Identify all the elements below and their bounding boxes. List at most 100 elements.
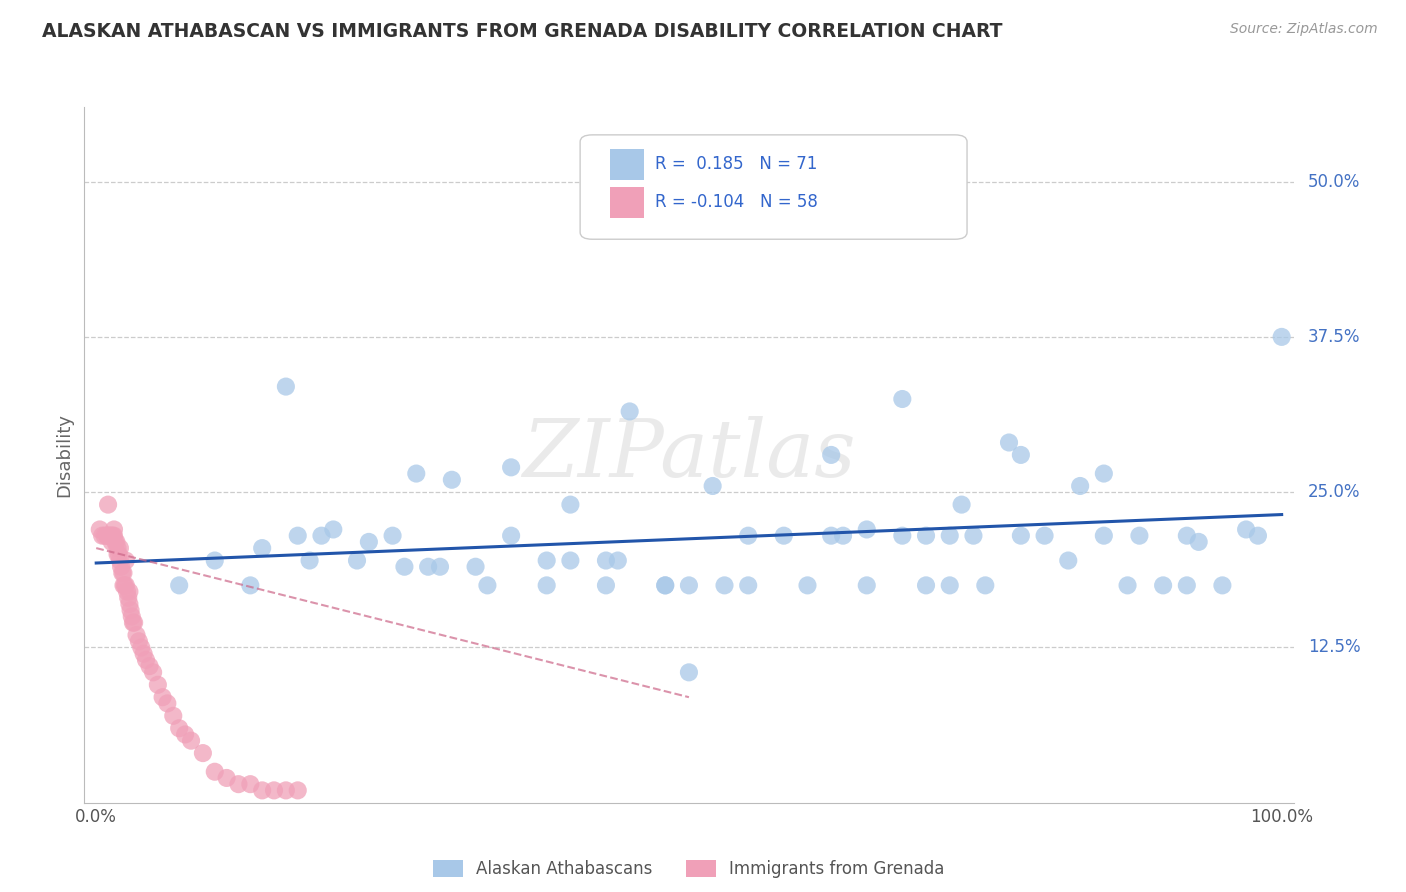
Point [110, 559, 132, 574]
Point [962, 529, 984, 543]
Point [357, 535, 380, 549]
Point [678, 665, 700, 680]
Point [167, 721, 190, 735]
Point [107, 541, 129, 555]
Point [91, 529, 114, 543]
Point [820, 529, 842, 543]
Point [891, 529, 914, 543]
Point [191, 746, 214, 760]
Text: Source: ZipAtlas.com: Source: ZipAtlas.com [1230, 22, 1378, 37]
Point [129, 640, 152, 655]
Point [162, 708, 184, 723]
Point [772, 529, 794, 543]
Legend: Alaskan Athabascans, Immigrants from Grenada: Alaskan Athabascans, Immigrants from Gre… [426, 854, 952, 885]
Point [1152, 578, 1174, 592]
Point [128, 634, 150, 648]
Point [105, 535, 128, 549]
Point [654, 578, 676, 592]
Point [595, 578, 617, 592]
Point [115, 584, 138, 599]
Point [103, 529, 125, 543]
Text: 25.0%: 25.0% [1308, 483, 1361, 501]
Point [429, 559, 451, 574]
Point [93, 529, 115, 543]
Point [311, 529, 333, 543]
Point [998, 435, 1021, 450]
Point [595, 553, 617, 567]
Point [405, 467, 427, 481]
FancyBboxPatch shape [610, 149, 644, 180]
Point [322, 523, 344, 537]
Point [274, 783, 297, 797]
Point [112, 566, 135, 580]
Point [1116, 578, 1139, 592]
Point [855, 578, 877, 592]
Point [132, 647, 155, 661]
Text: R = -0.104   N = 58: R = -0.104 N = 58 [655, 194, 818, 211]
Point [938, 529, 960, 543]
Point [122, 615, 145, 630]
Point [298, 553, 321, 567]
Point [820, 448, 842, 462]
Point [89, 523, 111, 537]
Point [107, 547, 129, 561]
Point [654, 578, 676, 592]
Text: R =  0.185   N = 71: R = 0.185 N = 71 [655, 155, 817, 173]
Point [1092, 467, 1115, 481]
Point [117, 591, 139, 605]
Point [96, 529, 118, 543]
Point [381, 529, 404, 543]
Point [1175, 529, 1198, 543]
Point [1211, 578, 1233, 592]
Point [501, 529, 523, 543]
Point [737, 578, 759, 592]
Point [1271, 330, 1294, 344]
Text: 37.5%: 37.5% [1308, 328, 1361, 346]
Point [228, 777, 250, 791]
Point [104, 535, 127, 549]
Point [1175, 578, 1198, 592]
Point [98, 529, 121, 543]
Point [501, 460, 523, 475]
Point [115, 578, 138, 592]
Point [796, 578, 818, 592]
Y-axis label: Disability: Disability [55, 413, 73, 497]
Point [1010, 529, 1032, 543]
Point [560, 553, 582, 567]
Point [250, 541, 273, 555]
Point [107, 547, 129, 561]
Point [152, 690, 174, 705]
Point [122, 615, 145, 630]
Point [118, 597, 141, 611]
Point [1069, 479, 1091, 493]
Point [855, 523, 877, 537]
Point [287, 783, 309, 797]
Point [1033, 529, 1056, 543]
Point [606, 553, 628, 567]
Point [891, 392, 914, 406]
Point [1092, 529, 1115, 543]
Point [100, 535, 122, 549]
FancyBboxPatch shape [581, 135, 967, 239]
Point [915, 529, 938, 543]
Text: 12.5%: 12.5% [1308, 639, 1361, 657]
Point [1188, 535, 1211, 549]
Point [103, 523, 125, 537]
Point [97, 529, 120, 543]
Point [1010, 448, 1032, 462]
Point [678, 578, 700, 592]
Point [274, 379, 297, 393]
Point [125, 628, 148, 642]
FancyBboxPatch shape [610, 187, 644, 219]
Point [180, 733, 202, 747]
Point [832, 529, 855, 543]
Point [713, 578, 735, 592]
Point [346, 553, 368, 567]
Point [167, 578, 190, 592]
Point [118, 584, 141, 599]
Point [97, 498, 120, 512]
Point [114, 578, 136, 592]
Point [112, 578, 135, 592]
Point [101, 529, 124, 543]
Point [287, 529, 309, 543]
